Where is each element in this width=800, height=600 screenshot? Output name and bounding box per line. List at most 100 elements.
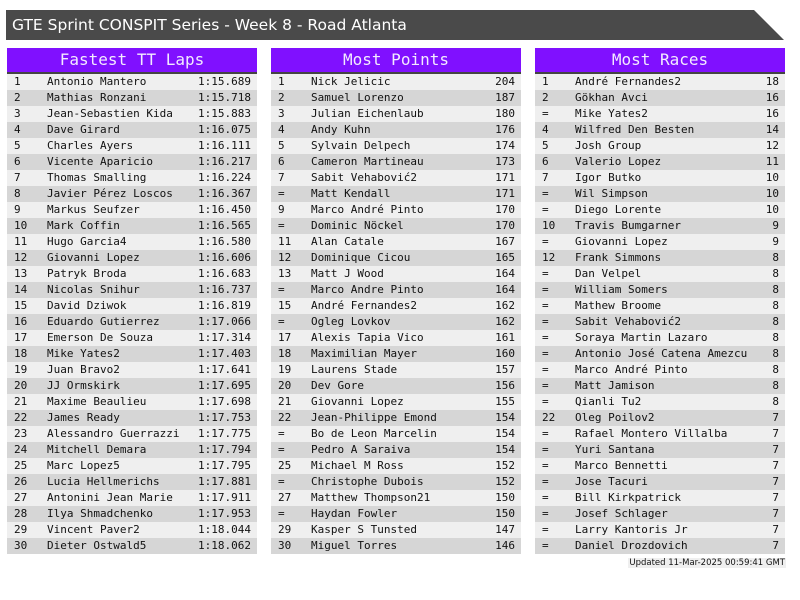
name: Nick Jelicic	[311, 75, 391, 88]
table-row: 19 Juan Bravo2 1:17.641	[7, 362, 257, 378]
table-row: 22 Oleg Poilov2 7	[535, 410, 785, 426]
rank: 9	[278, 203, 285, 216]
rank: 1	[542, 75, 549, 88]
name: Larry Kantoris Jr	[575, 523, 688, 536]
table-row: = Soraya Martin Lazaro 8	[535, 330, 785, 346]
name: Marco André Pinto	[575, 363, 688, 376]
name: Giovanni Lopez	[311, 395, 404, 408]
value: 7	[772, 507, 779, 520]
value: 9	[772, 235, 779, 248]
name: Andy Kuhn	[311, 123, 371, 136]
table-row: 7 Thomas Smalling 1:16.224	[7, 170, 257, 186]
name: Rafael Montero Villalba	[575, 427, 728, 440]
table-row: = Qianli Tu2 8	[535, 394, 785, 410]
rank: =	[542, 507, 549, 520]
table-row: = Sabit Vehabović2 8	[535, 314, 785, 330]
table-row: 6 Valerio Lopez 11	[535, 154, 785, 170]
name: André Fernandes2	[311, 299, 417, 312]
table-row: 15 David Dziwok 1:16.819	[7, 298, 257, 314]
rank: =	[542, 283, 549, 296]
rank: 18	[278, 347, 292, 360]
name: Josh Group	[575, 139, 642, 152]
table-row: = Marco Andre Pinto 164	[271, 282, 521, 298]
name: Michael M Ross	[311, 459, 404, 472]
value: 170	[495, 203, 515, 216]
rank: =	[542, 299, 549, 312]
table-row: 25 Michael M Ross 152	[271, 458, 521, 474]
name: Miguel Torres	[311, 539, 398, 552]
page-title: GTE Sprint CONSPIT Series - Week 8 - Roa…	[12, 16, 407, 34]
name: Mark Coffin	[47, 219, 120, 232]
value: 1:17.403	[198, 347, 251, 360]
name: Patryk Broda	[47, 267, 127, 280]
name: Mike Yates2	[575, 107, 648, 120]
name: Sabit Vehabović2	[311, 171, 417, 184]
value: 1:16.224	[198, 171, 251, 184]
rank: =	[542, 379, 549, 392]
value: 155	[495, 395, 515, 408]
rank: 27	[278, 491, 292, 504]
table-row: 3 Julian Eichenlaub 180	[271, 106, 521, 122]
rank: =	[542, 235, 549, 248]
most-points-table: Most Points 1 Nick Jelicic 204 2 Samuel Lore…	[271, 48, 521, 554]
table-row: 27 Antonini Jean Marie 1:17.911	[7, 490, 257, 506]
value: 1:17.881	[198, 475, 251, 488]
table-row: = Haydan Fowler 150	[271, 506, 521, 522]
rank: =	[278, 283, 285, 296]
table-row: = Josef Schlager 7	[535, 506, 785, 522]
name: Maxime Beaulieu	[47, 395, 147, 408]
table-row: 10 Mark Coffin 1:16.565	[7, 218, 257, 234]
rank: =	[542, 347, 549, 360]
value: 167	[495, 235, 515, 248]
table-row: 27 Matthew Thompson21 150	[271, 490, 521, 506]
table-header: Most Races	[535, 48, 785, 74]
value: 157	[495, 363, 515, 376]
table-row: = Christophe Dubois 152	[271, 474, 521, 490]
table-row: = Dominic Nöckel 170	[271, 218, 521, 234]
value: 7	[772, 523, 779, 536]
name: Marco Andre Pinto	[311, 283, 424, 296]
value: 1:16.819	[198, 299, 251, 312]
name: Emerson De Souza	[47, 331, 153, 344]
name: Thomas Smalling	[47, 171, 147, 184]
name: Nicolas Snihur	[47, 283, 140, 296]
rank: 7	[278, 171, 285, 184]
value: 7	[772, 491, 779, 504]
value: 8	[772, 251, 779, 264]
table-row: 5 Charles Ayers 1:16.111	[7, 138, 257, 154]
name: Dev Gore	[311, 379, 364, 392]
name: Matthew Thompson21	[311, 491, 431, 504]
rank: 17	[278, 331, 292, 344]
rank: =	[278, 187, 285, 200]
value: 146	[495, 539, 515, 552]
table-row: 1 Antonio Mantero 1:15.689	[7, 74, 257, 90]
table-row: 15 André Fernandes2 162	[271, 298, 521, 314]
rank: =	[542, 363, 549, 376]
rank: 8	[14, 187, 21, 200]
name: Igor Butko	[575, 171, 642, 184]
name: Mike Yates2	[47, 347, 120, 360]
table-row: 21 Giovanni Lopez 155	[271, 394, 521, 410]
table-row: = Wil Simpson 10	[535, 186, 785, 202]
table-row: 17 Alexis Tapia Vico 161	[271, 330, 521, 346]
rank: =	[278, 219, 285, 232]
value: 171	[495, 171, 515, 184]
name: Marc Lopez5	[47, 459, 120, 472]
table-row: 2 Mathias Ronzani 1:15.718	[7, 90, 257, 106]
rank: 22	[14, 411, 28, 424]
name: Wilfred Den Besten	[575, 123, 695, 136]
value: 1:17.695	[198, 379, 251, 392]
rank: 4	[278, 123, 285, 136]
name: Marco Bennetti	[575, 459, 668, 472]
rank: =	[542, 459, 549, 472]
table-row: 29 Vincent Paver2 1:18.044	[7, 522, 257, 538]
name: Samuel Lorenzo	[311, 91, 404, 104]
name: Qianli Tu2	[575, 395, 642, 408]
value: 14	[765, 123, 779, 136]
rank: 10	[14, 219, 28, 232]
value: 7	[772, 427, 779, 440]
table-row: 10 Travis Bumgarner 9	[535, 218, 785, 234]
value: 1:16.111	[198, 139, 251, 152]
value: 8	[772, 315, 779, 328]
rank: 2	[14, 91, 21, 104]
